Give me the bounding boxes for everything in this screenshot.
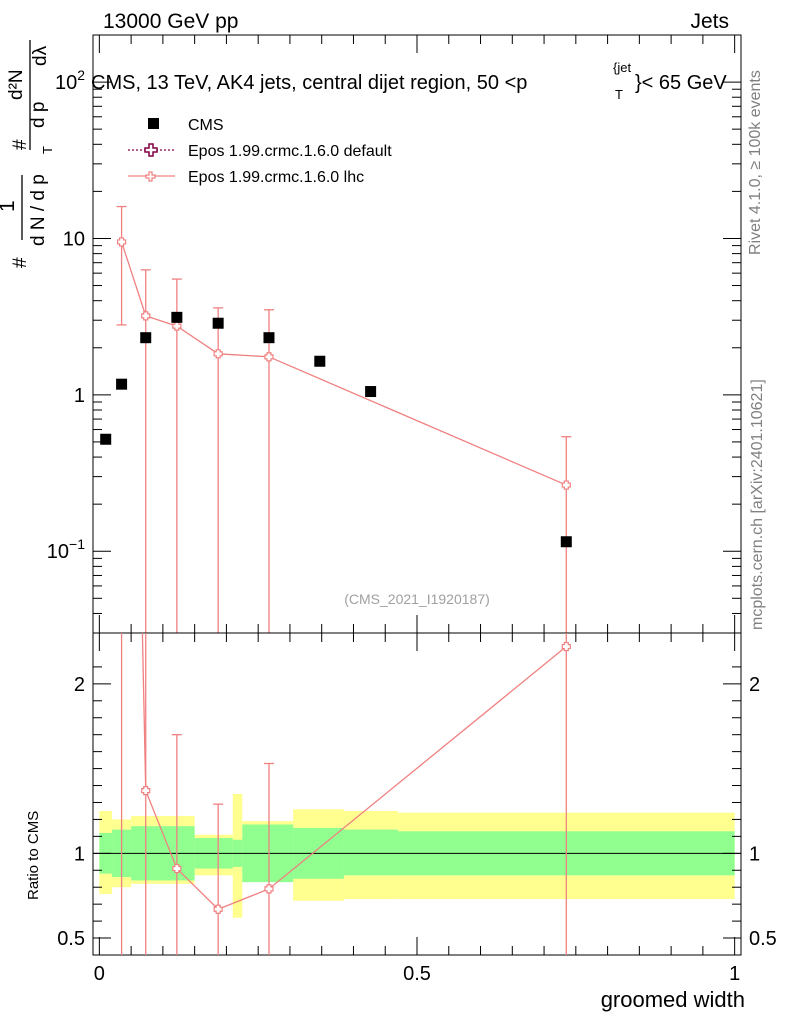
title-sub: T xyxy=(615,87,623,102)
legend-cms-label: CMS xyxy=(188,117,224,134)
ratio-lhc-line xyxy=(141,632,567,910)
ylabel-hash: # xyxy=(10,257,31,268)
plot-title: CMS, 13 TeV, AK4 jets, central dijet reg… xyxy=(91,72,527,94)
ylabel-dp: d p xyxy=(28,102,49,128)
lhc-point xyxy=(561,480,571,490)
x-tick-label: 1 xyxy=(729,963,740,985)
ylabel-d2n: d²N xyxy=(6,69,27,100)
x-tick-label: 0 xyxy=(94,963,105,985)
lhc-point xyxy=(116,237,127,247)
lhc-point xyxy=(141,311,151,321)
cms-data-point xyxy=(171,311,183,323)
ratio-lhc-point xyxy=(172,863,182,874)
lhc-series-line xyxy=(120,241,567,486)
jets-label: Jets xyxy=(690,10,729,33)
mcplots-label: mcplots.cern.ch [arXiv:2401.10621] xyxy=(749,379,766,630)
ratio-ytick-label-left: 1 xyxy=(74,843,85,865)
cms-data-point xyxy=(365,386,377,398)
legend-lhc-label: Epos 1.99.crmc.1.6.0 lhc xyxy=(188,169,364,186)
main-ytick-exp: 2 xyxy=(77,67,85,83)
main-ytick-label: 10 xyxy=(63,228,85,250)
main-ytick-exp: −1 xyxy=(69,536,85,552)
main-ytick-label: 102 xyxy=(55,67,85,94)
ratio-lhc-point xyxy=(213,904,223,914)
ratio-ytick-label-left: 2 xyxy=(74,674,85,696)
ratio-bands xyxy=(99,794,735,918)
x-axis-title: groomed width xyxy=(601,987,745,1012)
cms-data-point xyxy=(100,433,112,445)
energy-label: 13000 GeV pp xyxy=(103,10,238,33)
legend-default-label: Epos 1.99.crmc.1.6.0 default xyxy=(188,143,392,160)
ratio-lhc-point xyxy=(264,884,274,894)
ratio-lhc-point xyxy=(561,641,571,652)
ratio-ytick-label-left: 0.5 xyxy=(57,928,85,950)
legend: CMS Epos 1.99.crmc.1.6.0 default Epos 1.… xyxy=(128,117,392,186)
ratio-points xyxy=(120,632,571,955)
analysis-watermark: (CMS_2021_I1920187) xyxy=(344,591,490,607)
main-ytick-base: 10 xyxy=(47,541,69,563)
title-prefix: CMS, 13 TeV, AK4 jets, central dijet reg… xyxy=(91,72,527,94)
main-ytick-label: 10−1 xyxy=(47,536,85,563)
ratio-ytick-label-right: 1 xyxy=(749,843,760,865)
lhc-point xyxy=(264,352,274,362)
ratio-ytick-label-right: 0.5 xyxy=(749,928,777,950)
lhc-point xyxy=(213,349,223,359)
ratio-inner-band xyxy=(343,829,398,876)
ylabel-dlambda: dλ xyxy=(30,45,51,66)
legend-lhc-marker xyxy=(145,171,156,182)
cms-data-point xyxy=(212,317,224,329)
ratio-ytick-label-right: 2 xyxy=(749,674,760,696)
title-sup: {jet xyxy=(613,60,631,75)
ratio-panel: 0.5 0.5 1 1 2 2 0 0.5 1 xyxy=(57,632,777,985)
ratio-ylabel: Ratio to CMS xyxy=(25,811,42,900)
ratio-frame xyxy=(92,632,742,956)
cms-data-point xyxy=(560,536,572,548)
ratio-lhc-point xyxy=(141,786,151,796)
cms-data-point xyxy=(314,355,326,367)
lhc-point xyxy=(172,321,182,331)
cms-data-point xyxy=(263,332,275,344)
rivet-label: Rivet 4.1.0, ≥ 100k events xyxy=(747,70,764,255)
x-tick-label: 0.5 xyxy=(403,963,431,985)
main-points xyxy=(100,205,572,633)
legend-default-marker xyxy=(144,143,158,157)
ylabel-hash2: # xyxy=(10,139,31,150)
main-ytick-label: 1 xyxy=(74,385,85,407)
title-suffix: }< 65 GeV xyxy=(635,72,727,94)
ylabel-one: 1 xyxy=(0,200,19,212)
ratio-ticks: 0.5 0.5 1 1 2 2 0 0.5 1 xyxy=(57,633,777,985)
cms-data-point xyxy=(140,332,152,344)
ylabel-t-sub: T xyxy=(40,146,55,154)
main-ytick-base: 10 xyxy=(55,72,77,94)
main-ylabel: # 1 d N / d p T # d²N d p dλ xyxy=(0,40,55,268)
legend-cms-marker xyxy=(148,118,159,129)
cms-data-point xyxy=(116,378,128,390)
ylabel-dn-dp: d N / d p xyxy=(28,174,49,246)
